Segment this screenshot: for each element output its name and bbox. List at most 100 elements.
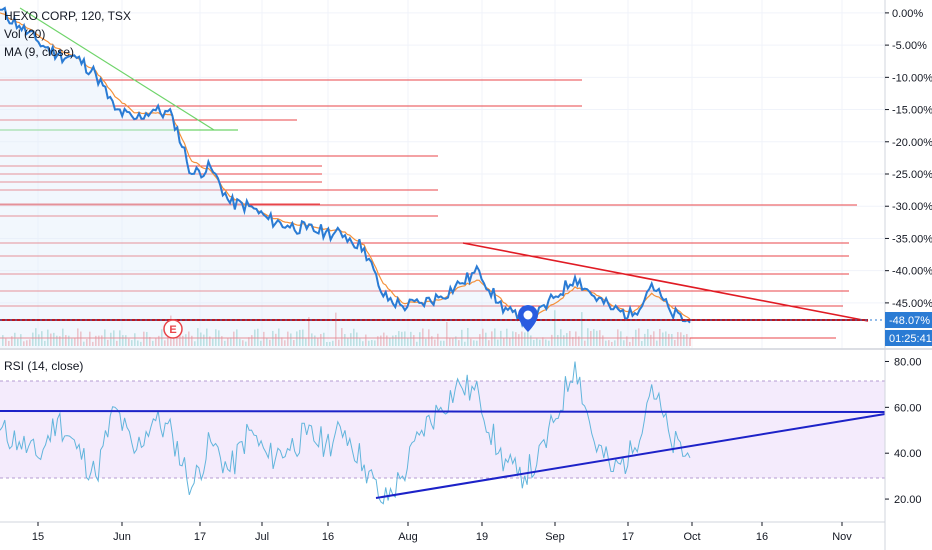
volume-bar <box>266 338 268 346</box>
volume-bar <box>446 321 448 346</box>
time-tick-label: 15 <box>32 531 44 543</box>
volume-bar <box>362 341 364 346</box>
map-pin-icon[interactable] <box>518 305 538 332</box>
volume-bar <box>413 335 415 346</box>
rsi-axis[interactable]: 80.00 60.00 40.00 20.00 <box>885 356 922 506</box>
volume-bar <box>506 328 508 346</box>
volume-bar <box>353 328 355 346</box>
volume-bar <box>614 340 616 346</box>
volume-bar <box>545 339 547 346</box>
volume-bar <box>563 335 565 346</box>
volume-bar <box>626 336 628 346</box>
volume-bar <box>155 337 157 346</box>
volume-bar <box>632 337 634 346</box>
volume-bar <box>326 341 328 346</box>
volume-bar <box>356 332 358 346</box>
rsi-resistance-line[interactable] <box>0 410 886 413</box>
rsi-uptrend-line[interactable] <box>375 413 886 499</box>
volume-bar <box>431 336 433 346</box>
volume-bar <box>398 331 400 346</box>
volume-bar <box>482 328 484 346</box>
volume-bar <box>14 332 16 346</box>
volume-bar <box>8 340 10 346</box>
volume-bar <box>359 338 361 346</box>
volume-bar <box>671 334 673 346</box>
volume-bar <box>311 333 313 346</box>
volume-bar <box>194 341 196 346</box>
volume-bar <box>323 332 325 346</box>
ma-line <box>0 12 691 320</box>
volume-bar <box>41 331 43 346</box>
volume-bar <box>425 338 427 346</box>
earnings-marker[interactable]: E <box>163 319 183 339</box>
volume-bar <box>32 332 34 346</box>
volume-bar <box>416 341 418 346</box>
volume-bar <box>146 331 148 346</box>
volume-bar <box>458 340 460 346</box>
volume-bar <box>587 328 589 346</box>
price-downtrend-line[interactable] <box>462 242 869 322</box>
price-tick-label: -10.00% <box>892 72 932 84</box>
volume-bar <box>602 335 604 346</box>
volume-bar <box>662 332 664 346</box>
volume-bar <box>290 333 292 346</box>
volume-bar <box>557 334 559 346</box>
volume-bar <box>386 335 388 346</box>
volume-bar <box>434 339 436 346</box>
volume-bar <box>239 338 241 346</box>
volume-bar <box>80 331 82 346</box>
volume-bar <box>404 331 406 346</box>
green-trendline[interactable] <box>0 7 238 131</box>
volume-bar <box>101 335 103 346</box>
time-axis[interactable]: 15 Jun 17 Jul 16 Aug 19 Sep 17 Oct 16 Nov <box>32 522 852 543</box>
volume-bar <box>455 336 457 346</box>
volume-bar <box>581 312 583 346</box>
price-axis[interactable]: 0.00% -5.00% -10.00% -15.00% -20.00% -25.00% -… <box>885 8 932 310</box>
volume-bar <box>185 334 187 346</box>
rsi-line[interactable] <box>0 361 691 505</box>
volume-bar <box>464 341 466 346</box>
volume-bar <box>374 340 376 346</box>
volume-bar <box>20 334 22 346</box>
volume-bar <box>191 335 193 346</box>
time-tick-label: 17 <box>622 531 634 543</box>
volume-bar <box>89 331 91 346</box>
volume-bar <box>77 328 79 346</box>
price-tick-label: -20.00% <box>892 137 932 149</box>
volume-bar <box>629 341 631 346</box>
volume-bar <box>566 333 568 346</box>
current-price-badge: -48.07% 01:25:41 <box>885 312 932 346</box>
volume-bar <box>167 335 169 346</box>
volume-bar <box>575 331 577 346</box>
price-line[interactable] <box>0 6 691 328</box>
rsi-tick-label: 20.00 <box>894 494 922 506</box>
volume-bar <box>653 331 655 346</box>
volume-bar <box>521 331 523 346</box>
volume-bar <box>35 328 37 346</box>
volume-bar <box>125 335 127 346</box>
price-tick-label: -15.00% <box>892 105 932 117</box>
volume-bar <box>59 336 61 346</box>
volume-bar <box>419 332 421 346</box>
volume-bar <box>407 338 409 346</box>
volume-bar <box>668 333 670 346</box>
time-tick-label: Aug <box>398 531 418 543</box>
volume-bar <box>179 328 181 346</box>
volume-bar <box>257 328 259 346</box>
volume-bar <box>128 338 130 346</box>
volume-bar <box>344 334 346 346</box>
volume-bar <box>233 331 235 346</box>
time-tick-label: Jun <box>113 531 131 543</box>
volume-bar <box>281 337 283 346</box>
rsi-tick-label: 60.00 <box>894 402 922 414</box>
volume-bar <box>554 310 556 346</box>
volume-bar <box>86 338 88 346</box>
volume-bar <box>296 331 298 346</box>
volume-bar <box>656 340 658 346</box>
volume-bar <box>524 332 526 346</box>
volume-bar <box>44 340 46 346</box>
volume-bar <box>269 339 271 346</box>
volume-bar <box>122 335 124 346</box>
volume-bar <box>56 335 58 346</box>
